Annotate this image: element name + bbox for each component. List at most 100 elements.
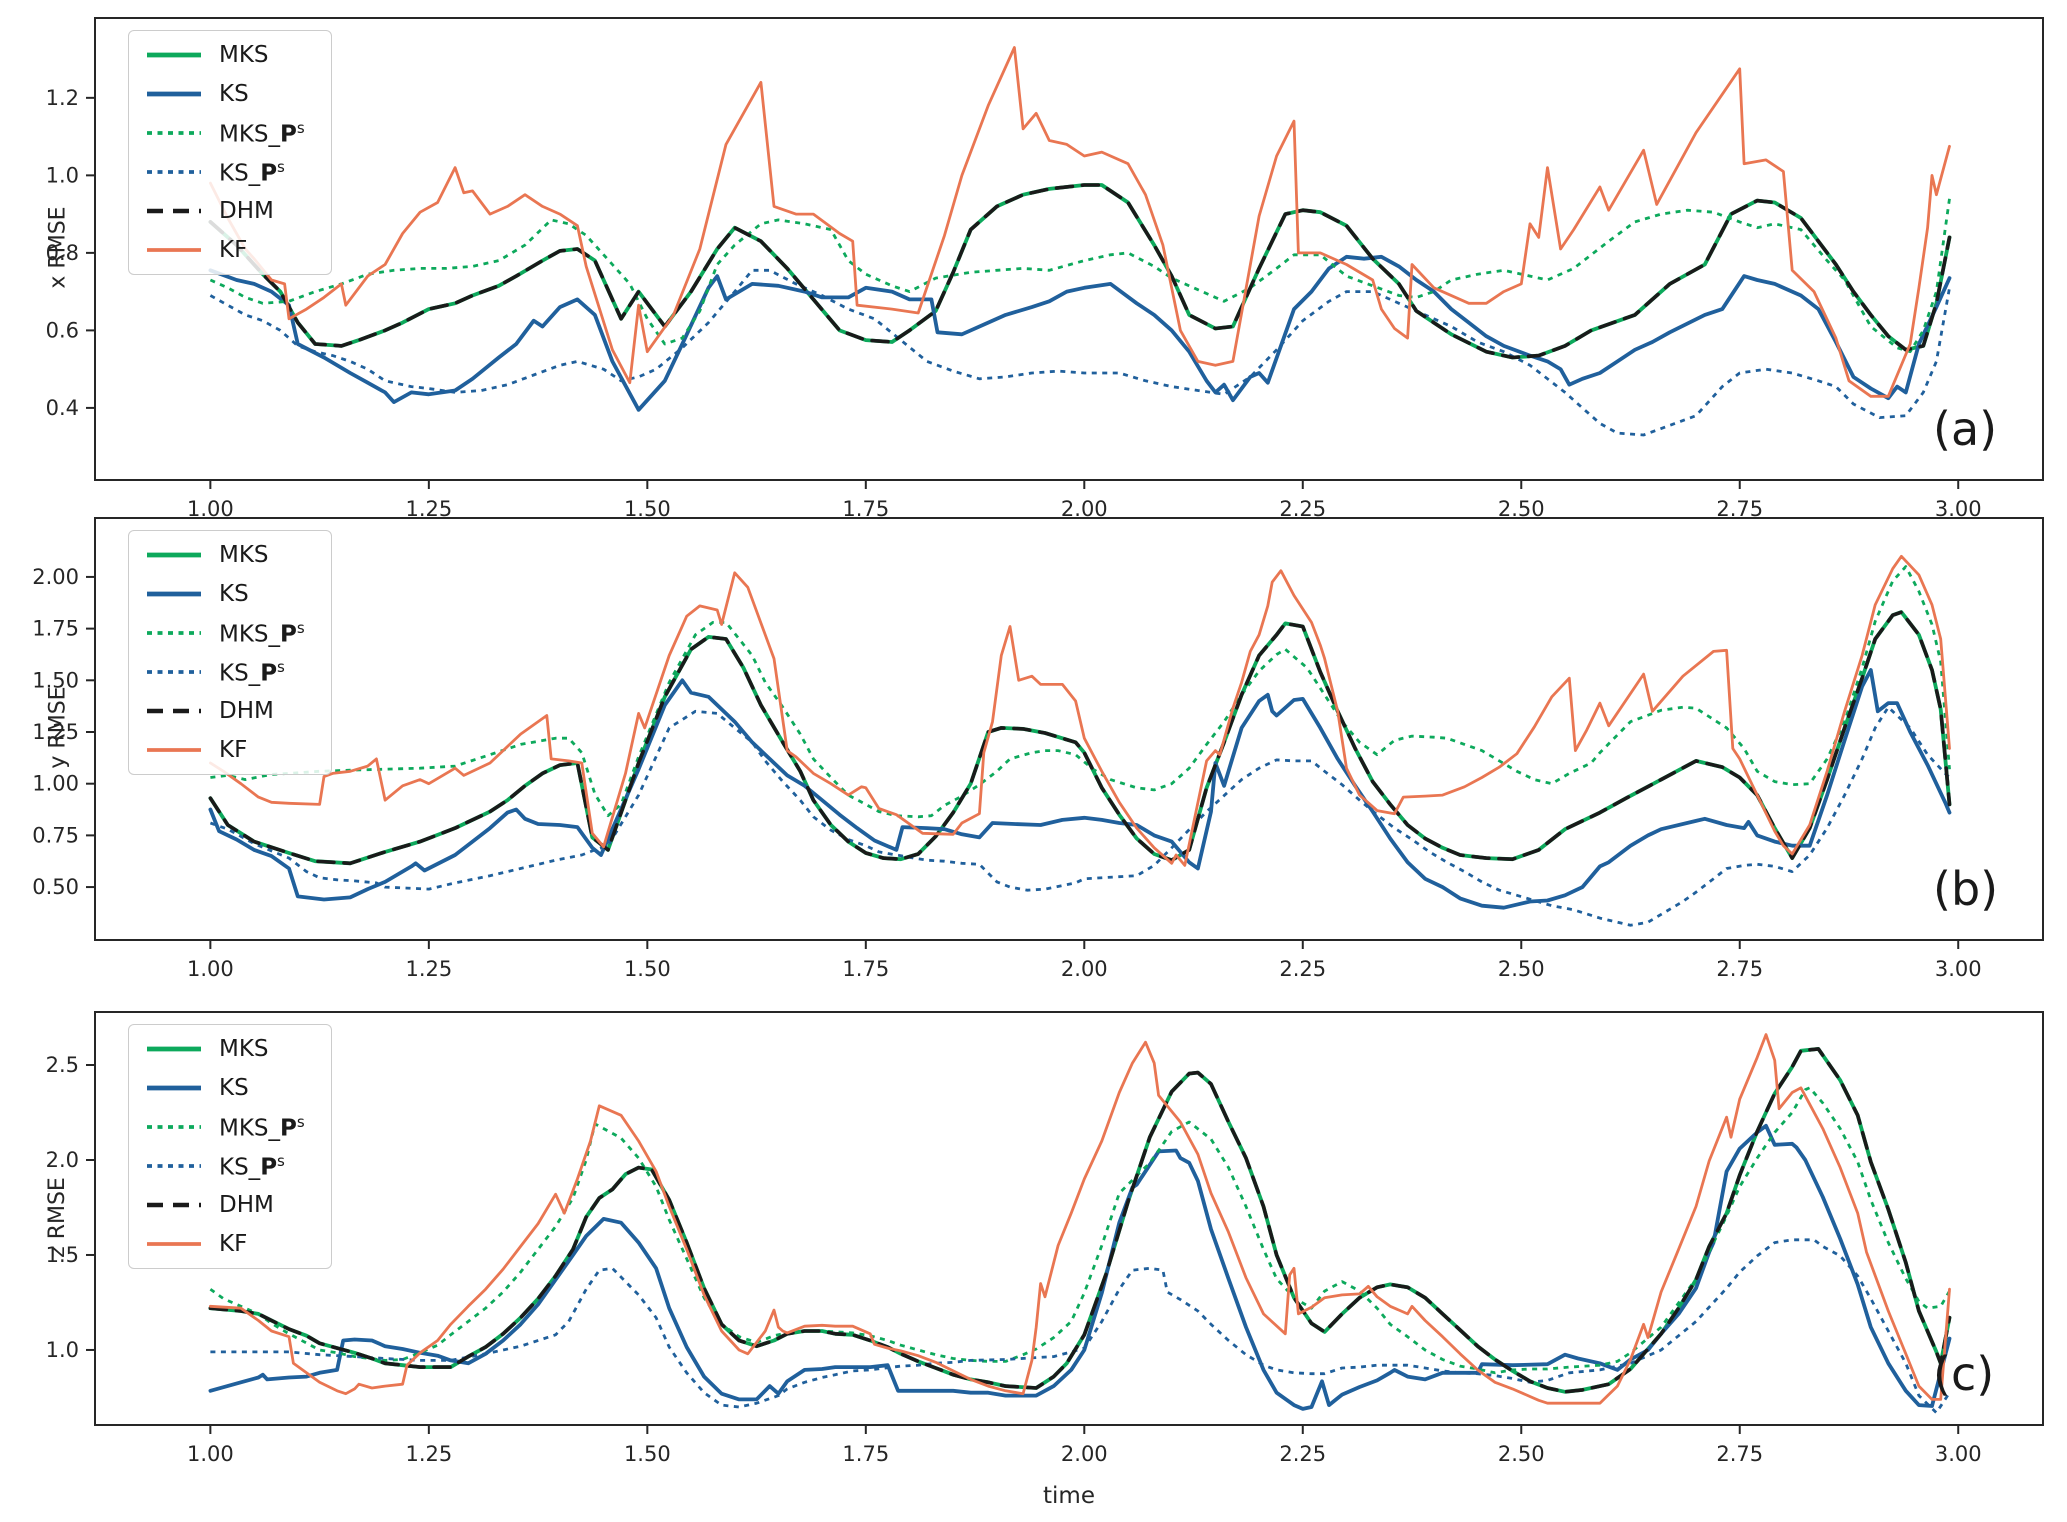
legend-label-KS_P: KS_Ps — [219, 657, 285, 687]
legend-label-KS_P: KS_Ps — [219, 1151, 285, 1181]
legend-line-swatch-MKS_P — [147, 131, 201, 135]
panel-letter-b: (b) — [1933, 862, 1999, 916]
legend-label-MKS: MKS — [219, 42, 269, 68]
y-tick-label: 1.25 — [32, 720, 79, 744]
x-tick-label: 3.00 — [1935, 1442, 1982, 1466]
x-tick-label: 2.00 — [1061, 1442, 1108, 1466]
plot-frame — [94, 517, 2044, 941]
legend-line-swatch-KF — [147, 1242, 201, 1246]
legend-line-swatch-MKS_P — [147, 631, 201, 635]
legend-item-KF: KF — [145, 236, 305, 264]
y-tick-label: 0.8 — [46, 241, 79, 265]
legend-item-KS: KS — [145, 1074, 305, 1102]
panel-letter-a: (a) — [1933, 402, 1998, 456]
series-KS_P-line — [210, 1238, 1951, 1415]
panel-letter-c: (c) — [1933, 1347, 1995, 1401]
x-tick-label: 2.25 — [1279, 957, 1326, 981]
legend-line-swatch-KF — [147, 248, 201, 252]
x-tick-label: 1.75 — [842, 1442, 889, 1466]
series-KS_P-line — [209, 705, 1951, 927]
legend-label-KS: KS — [219, 581, 249, 607]
y-axis-label-b: y RMSE — [45, 686, 71, 769]
legend-item-KS_P: KS_Ps — [145, 158, 305, 186]
legend-label-MKS: MKS — [219, 542, 269, 568]
series-MKS_P-line — [210, 565, 1951, 819]
x-tick-label: 1.25 — [405, 1442, 452, 1466]
x-axis-label: time — [1043, 1483, 1095, 1509]
y-tick-label: 2.0 — [46, 1148, 79, 1172]
series-KS-line — [208, 1123, 1952, 1411]
legend-item-MKS: MKS — [145, 1035, 305, 1063]
legend-item-KS: KS — [145, 80, 305, 108]
y-tick-label: 0.6 — [46, 318, 79, 342]
legend-item-KF: KF — [145, 1230, 305, 1258]
legend-label-MKS_P: MKS_Ps — [219, 118, 305, 148]
series-DHM-line — [208, 610, 1952, 866]
legend-label-KS: KS — [219, 81, 249, 107]
series-KS-line — [208, 254, 1952, 412]
legend-label-KF: KF — [219, 737, 248, 763]
x-tick-label: 2.75 — [1716, 1442, 1763, 1466]
legend-item-KS_P: KS_Ps — [145, 658, 305, 686]
legend-label-KS_P: KS_Ps — [219, 157, 285, 187]
series-KF-line — [209, 1033, 1951, 1405]
series-KF-line — [209, 554, 1951, 867]
y-tick-label: 0.50 — [32, 875, 79, 899]
x-tick-label: 1.00 — [187, 1442, 234, 1466]
y-tick-label: 2.00 — [32, 565, 79, 589]
x-tick-label: 2.00 — [1061, 957, 1108, 981]
y-tick-label: 1.2 — [46, 86, 79, 110]
legend-item-KF: KF — [145, 736, 305, 764]
series-MKS_P-line — [209, 198, 1951, 354]
legend-c: MKS KS MKS_Ps KS_Ps DHM KF — [128, 1024, 332, 1269]
legend-line-swatch-KS_P — [147, 670, 201, 674]
y-tick-label: 1.50 — [32, 668, 79, 692]
legend-line-swatch-KS_P — [147, 170, 201, 174]
y-axis-label-c: z RMSE — [44, 1176, 70, 1258]
plot-frame — [94, 1011, 2044, 1426]
legend-b: MKS KS MKS_Ps KS_Ps DHM KF — [128, 530, 332, 775]
legend-label-KF: KF — [219, 237, 248, 263]
series-MKS-line — [208, 1047, 1952, 1394]
x-tick-label: 2.50 — [1498, 957, 1545, 981]
x-tick-label: 3.00 — [1935, 957, 1982, 981]
legend-label-DHM: DHM — [219, 698, 274, 724]
y-tick-label: 1.0 — [46, 163, 79, 187]
series-MKS-line — [208, 610, 1952, 866]
y-tick-label: 0.4 — [46, 396, 79, 420]
y-tick-label: 0.75 — [32, 823, 79, 847]
y-axis-label-a: x RMSE — [45, 206, 71, 289]
legend-line-swatch-MKS_P — [147, 1125, 201, 1129]
series-KF-line — [209, 46, 1951, 398]
y-tick-label: 2.5 — [46, 1053, 79, 1077]
legend-a: MKS KS MKS_Ps KS_Ps DHM KF — [128, 30, 332, 275]
legend-line-swatch-KF — [147, 748, 201, 752]
y-tick-label: 1.00 — [32, 772, 79, 796]
x-tick-label: 1.75 — [842, 957, 889, 981]
legend-line-swatch-KS — [147, 91, 201, 97]
legend-label-KF: KF — [219, 1231, 248, 1257]
legend-label-DHM: DHM — [219, 198, 274, 224]
legend-label-KS: KS — [219, 1075, 249, 1101]
legend-item-KS: KS — [145, 580, 305, 608]
legend-item-MKS: MKS — [145, 41, 305, 69]
legend-line-swatch-KS — [147, 1085, 201, 1091]
x-tick-label: 1.25 — [405, 957, 452, 981]
y-tick-label: 1.0 — [46, 1338, 79, 1362]
legend-line-swatch-MKS — [147, 1046, 201, 1052]
legend-label-MKS_P: MKS_Ps — [219, 618, 305, 648]
legend-label-DHM: DHM — [219, 1192, 274, 1218]
legend-item-KS_P: KS_Ps — [145, 1152, 305, 1180]
legend-line-swatch-MKS — [147, 552, 201, 558]
y-tick-label: 1.75 — [32, 617, 79, 641]
legend-item-MKS: MKS — [145, 541, 305, 569]
legend-item-MKS_P: MKS_Ps — [145, 1113, 305, 1141]
x-tick-label: 2.75 — [1716, 957, 1763, 981]
legend-line-swatch-DHM — [147, 1202, 201, 1208]
x-tick-label: 1.00 — [187, 957, 234, 981]
legend-line-swatch-MKS — [147, 52, 201, 58]
series-DHM-line — [208, 1047, 1952, 1394]
legend-item-MKS_P: MKS_Ps — [145, 619, 305, 647]
legend-item-DHM: DHM — [145, 697, 305, 725]
